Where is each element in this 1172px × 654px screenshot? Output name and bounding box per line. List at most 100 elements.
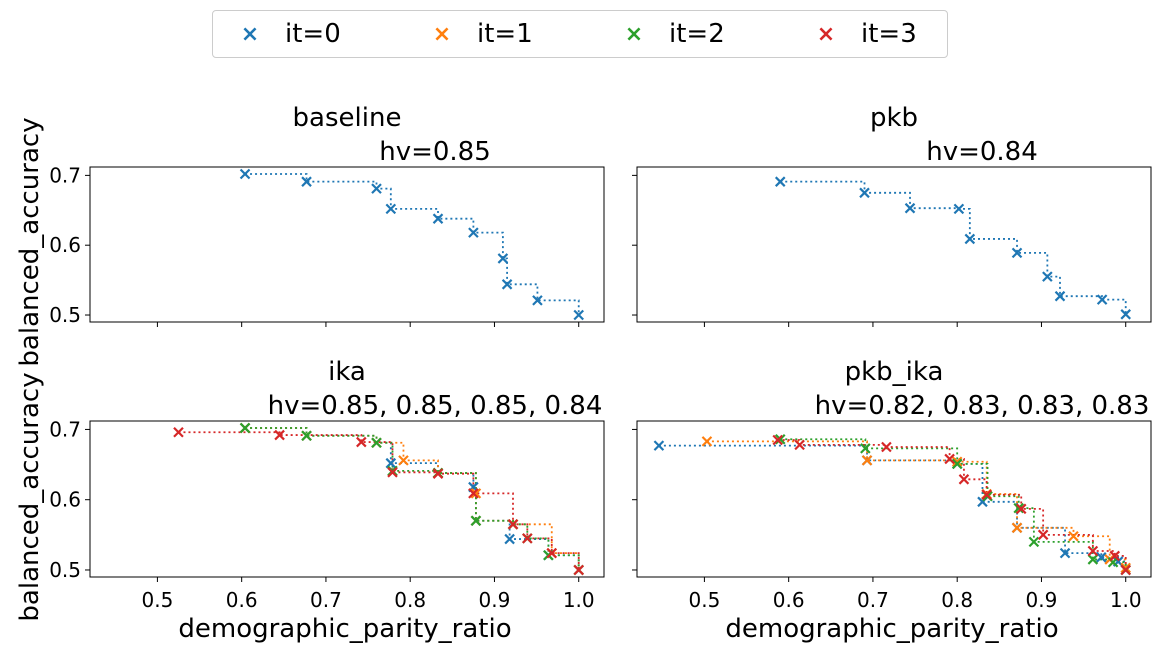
data-point <box>522 533 533 544</box>
plot-frame <box>89 420 605 578</box>
data-point <box>859 187 870 199</box>
plot-frame <box>636 420 1152 578</box>
data-point <box>385 457 397 469</box>
x-axis-label: demographic_parity_ratio <box>178 614 511 644</box>
x-tick-label: 1.0 <box>1110 588 1142 612</box>
data-point <box>385 203 397 215</box>
subplot-ika: 0.5 0.6 0.7 0.8 0.9 1.0 0.5 0.6 0.7 ika hv=0.85, 0… <box>49 357 605 644</box>
data-point <box>371 437 382 449</box>
data-point <box>951 456 963 468</box>
series-line-it=3 <box>178 431 580 570</box>
data-point <box>701 436 713 447</box>
data-point <box>1054 290 1066 302</box>
data-point <box>951 458 963 470</box>
series-line-it=0 <box>780 180 1127 315</box>
data-point <box>1109 550 1121 562</box>
y-tick-label: 0.6 <box>49 488 81 512</box>
data-point <box>239 168 251 180</box>
data-point <box>387 467 398 478</box>
series-line-it=0 <box>245 173 580 316</box>
subplot-pkb_ika: 0.5 0.6 0.7 0.8 0.9 1.0 pkb_ika hv=0.82, 0.83, … <box>632 357 1152 644</box>
y-axis-label-top: balanced_accuracy <box>15 117 45 366</box>
series-line-it=2 <box>780 438 1127 570</box>
legend-entry: × it=0 <box>235 11 341 57</box>
data-point <box>1011 522 1023 534</box>
data-point <box>274 429 285 441</box>
y-tick-label: 0.5 <box>49 558 81 582</box>
x-axis-label: demographic_parity_ratio <box>725 614 1058 644</box>
x-tick-label: 1.0 <box>563 588 595 612</box>
legend-marker-icon: × <box>624 21 644 47</box>
x-tick-label: 0.8 <box>941 588 973 612</box>
data-point <box>1059 547 1071 559</box>
subplot-title: baseline <box>293 103 402 133</box>
series-line-it=1 <box>245 427 580 570</box>
data-point <box>958 474 970 485</box>
data-point <box>774 176 786 187</box>
legend-marker-icon: × <box>240 21 260 47</box>
data-point <box>1120 309 1131 320</box>
legend-label: it=3 <box>861 19 917 49</box>
data-point <box>573 564 584 576</box>
subplot-title: pkb <box>870 103 918 133</box>
y-tick-label: 0.7 <box>49 417 81 441</box>
data-point <box>546 547 558 559</box>
data-point <box>356 436 367 448</box>
x-tick-label: 0.6 <box>773 588 805 612</box>
data-point <box>497 253 509 264</box>
data-point <box>1013 502 1024 514</box>
series-line-it=0 <box>658 444 1127 570</box>
data-point <box>501 279 513 290</box>
x-tick-label: 0.5 <box>142 588 174 612</box>
data-point <box>653 440 665 451</box>
y-tick-label: 0.7 <box>49 163 81 187</box>
data-point <box>173 426 184 438</box>
plot-frame <box>636 166 1152 323</box>
y-tick-label: 0.6 <box>49 233 81 257</box>
plot-frame <box>89 166 605 323</box>
series-line-it=1 <box>706 440 1127 568</box>
data-point <box>1042 271 1053 282</box>
legend-marker-icon: × <box>432 21 452 47</box>
subplot-baseline: 0.5 0.6 0.7 baseline hv=0.85 <box>49 103 605 327</box>
series-line-it=3 <box>777 439 1127 570</box>
subplot-title: pkb_ika <box>845 357 944 387</box>
legend-label: it=2 <box>669 19 725 49</box>
legend-marker-icon: × <box>816 21 836 47</box>
data-point <box>507 519 519 530</box>
series-line-it=2 <box>245 427 580 570</box>
data-point <box>371 183 382 194</box>
data-point <box>772 434 783 446</box>
data-point <box>468 227 479 238</box>
x-tick-label: 0.7 <box>857 588 889 612</box>
data-point <box>904 202 916 214</box>
data-point <box>794 439 805 451</box>
data-point <box>1087 545 1099 557</box>
data-point <box>1068 530 1079 542</box>
data-point <box>470 488 482 499</box>
subplot-pkb: pkb hv=0.84 <box>632 103 1152 327</box>
y-axis-label-bottom: balanced_accuracy <box>15 372 45 621</box>
data-point <box>1120 564 1131 576</box>
legend-entry: × it=2 <box>619 11 725 57</box>
data-point <box>432 213 444 224</box>
legend-label: it=1 <box>477 19 533 49</box>
data-point <box>301 176 312 187</box>
data-point <box>1015 503 1027 515</box>
legend: × it=0 × it=1 × it=2 × it=3 <box>212 10 948 58</box>
subplot-subtitle: hv=0.85 <box>379 137 491 167</box>
data-point <box>504 533 515 545</box>
data-point <box>239 422 251 434</box>
data-point <box>1096 552 1107 563</box>
data-point <box>470 515 482 527</box>
data-point <box>881 441 892 453</box>
data-point <box>1096 294 1108 305</box>
data-point <box>774 433 786 445</box>
x-tick-label: 0.7 <box>310 588 342 612</box>
legend-entry: × it=1 <box>427 11 533 57</box>
subplot-subtitle: hv=0.85, 0.85, 0.85, 0.84 <box>268 391 603 421</box>
y-tick-label: 0.5 <box>49 303 81 327</box>
legend-entry: × it=3 <box>811 11 917 57</box>
x-tick-label: 0.9 <box>1026 588 1058 612</box>
